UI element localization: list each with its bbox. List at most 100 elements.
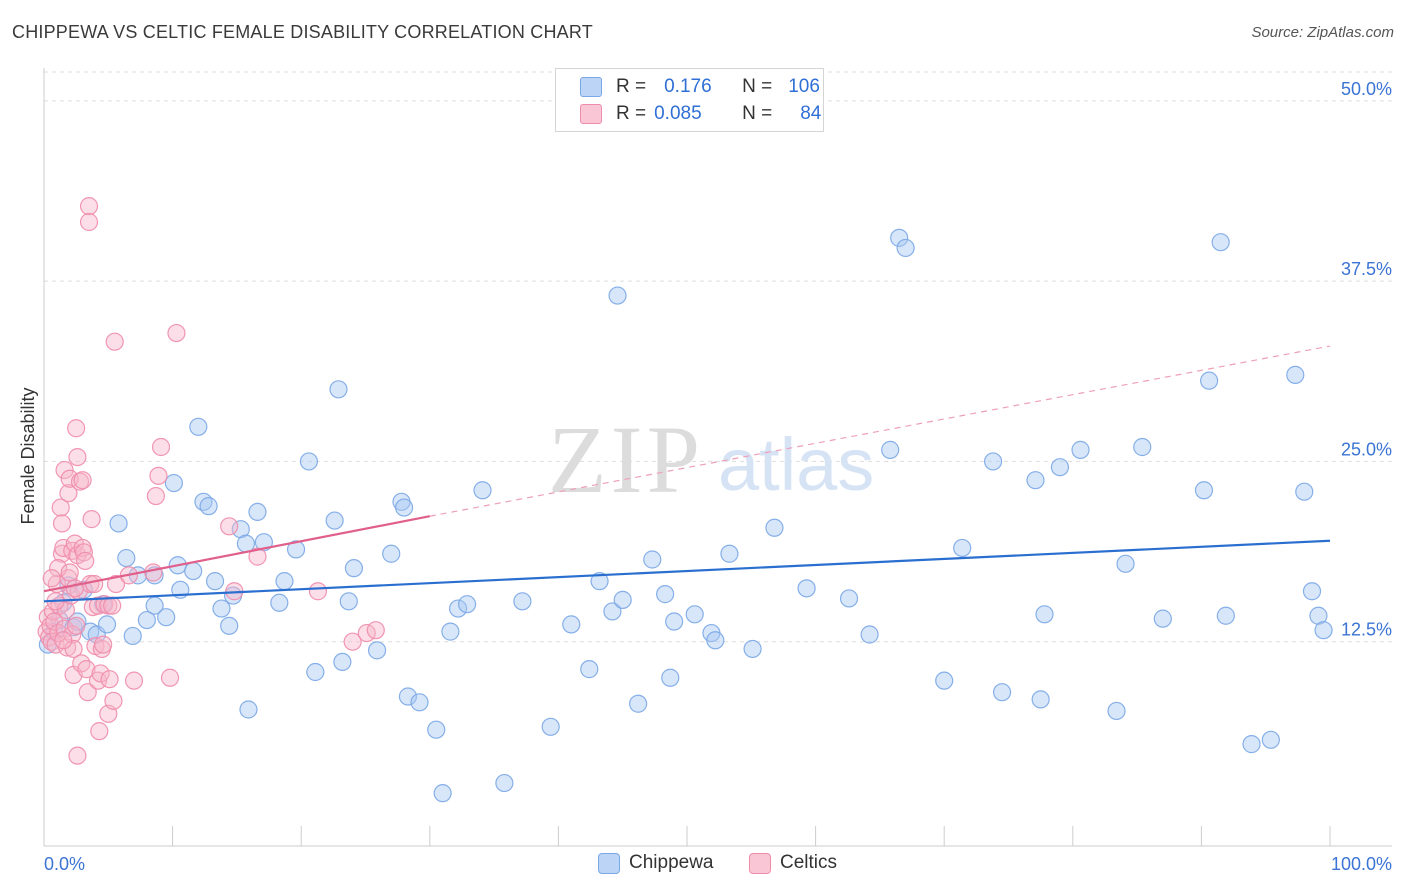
chippewa-point bbox=[1242, 735, 1261, 754]
chippewa-point bbox=[1050, 458, 1070, 477]
x-tick-label-min: 0.0% bbox=[44, 854, 85, 874]
chippewa-point bbox=[1026, 471, 1045, 490]
chippewa-point bbox=[1107, 701, 1126, 721]
celtics-point bbox=[51, 498, 70, 517]
chippewa-point bbox=[109, 514, 128, 533]
chippewa-point bbox=[603, 602, 622, 621]
chippewa-trend-line bbox=[43, 539, 1331, 603]
chippewa-points bbox=[38, 228, 1333, 803]
celtics-point bbox=[146, 486, 165, 506]
chippewa-point bbox=[410, 693, 429, 712]
celtics-point bbox=[59, 484, 78, 503]
celtics-point bbox=[144, 563, 163, 582]
celtics-swatch bbox=[580, 104, 602, 124]
chippewa-point bbox=[275, 572, 294, 591]
chippewa-point bbox=[117, 548, 136, 568]
chippewa-point bbox=[1133, 437, 1152, 457]
celtics-point bbox=[106, 574, 126, 594]
chippewa-point bbox=[685, 605, 704, 624]
chippewa-point bbox=[306, 662, 325, 682]
celtics-point bbox=[79, 212, 99, 232]
celtics-point bbox=[78, 683, 97, 702]
celtics-point bbox=[104, 691, 123, 710]
chippewa-point bbox=[629, 694, 648, 713]
chippewa-point bbox=[270, 593, 289, 612]
watermark: ZIP atlas bbox=[548, 406, 874, 513]
chippewa-point bbox=[665, 612, 684, 631]
celtics-point bbox=[88, 671, 108, 690]
chippewa-point bbox=[541, 717, 560, 736]
chippewa-point bbox=[137, 610, 156, 630]
watermark-atlas: atlas bbox=[718, 423, 874, 506]
celtics-point bbox=[103, 596, 122, 615]
celtics-legend-swatch bbox=[749, 852, 771, 874]
chippewa-point bbox=[608, 286, 627, 305]
chippewa-point bbox=[743, 639, 762, 659]
celtics-point bbox=[55, 460, 74, 480]
chippewa-point bbox=[860, 625, 879, 644]
legend-n-value: 84 bbox=[800, 103, 822, 124]
chippewa-point bbox=[765, 518, 784, 537]
chippewa-point bbox=[1295, 482, 1314, 501]
chippewa-point bbox=[1035, 605, 1054, 624]
bottom-legend-celtics: Celtics bbox=[749, 852, 837, 874]
chippewa-point bbox=[1314, 621, 1333, 640]
celtics-point bbox=[343, 632, 362, 651]
chippewa-point bbox=[299, 452, 319, 471]
celtics-point bbox=[65, 579, 84, 598]
chippewa-point bbox=[164, 473, 183, 493]
celtics-point bbox=[99, 596, 118, 615]
celtics-point bbox=[54, 631, 73, 650]
chippewa-point bbox=[231, 520, 250, 539]
chippewa-point bbox=[157, 608, 176, 627]
celtics-point bbox=[85, 574, 104, 594]
chippewa-point bbox=[1286, 365, 1305, 384]
chart-title: CHIPPEWA VS CELTIC FEMALE DISABILITY COR… bbox=[12, 22, 593, 42]
celtics-point bbox=[220, 517, 239, 536]
celtics-point bbox=[94, 635, 113, 654]
celtics-point bbox=[77, 660, 96, 679]
legend-r-value: 0.085 bbox=[654, 103, 702, 124]
chippewa-point bbox=[427, 720, 446, 739]
chippewa-point bbox=[329, 380, 348, 399]
y-tick-labels: 12.5% 25.0% 37.5% 50.0% bbox=[1341, 79, 1392, 640]
chippewa-point bbox=[1153, 609, 1172, 628]
chippewa-legend-swatch bbox=[598, 852, 620, 874]
chippewa-point bbox=[189, 417, 208, 436]
watermark-zip: ZIP bbox=[548, 406, 704, 513]
chippewa-point bbox=[656, 585, 675, 604]
celtics-points bbox=[37, 197, 385, 765]
celtics-trend-extension bbox=[429, 345, 1331, 517]
x-tick-labels: 0.0% 100.0% bbox=[44, 854, 1392, 874]
chippewa-point bbox=[661, 668, 680, 687]
x-tick-label-max: 100.0% bbox=[1331, 854, 1392, 874]
chippewa-point bbox=[433, 784, 452, 803]
chippewa-point bbox=[123, 626, 142, 646]
celtics-point bbox=[160, 668, 180, 687]
chippewa-point bbox=[382, 544, 401, 563]
chippewa-point bbox=[473, 481, 492, 500]
chippewa-point bbox=[367, 641, 387, 660]
chippewa-point bbox=[184, 561, 203, 581]
chippewa-point bbox=[448, 599, 468, 618]
celtics-point bbox=[105, 332, 124, 351]
chippewa-point bbox=[248, 502, 267, 522]
celtics-point bbox=[308, 582, 328, 601]
celtics-point bbox=[88, 596, 108, 615]
chippewa-point bbox=[1071, 440, 1090, 459]
chippewa-point bbox=[896, 238, 915, 258]
chippewa-point bbox=[97, 615, 117, 634]
chippewa-point bbox=[1216, 606, 1235, 625]
chippewa-point bbox=[720, 544, 739, 563]
celtics-point bbox=[52, 544, 72, 563]
chippewa-point bbox=[580, 660, 599, 679]
celtics-point bbox=[68, 447, 87, 467]
celtics-point bbox=[52, 514, 72, 533]
celtics-point bbox=[63, 625, 82, 644]
celtics-point bbox=[90, 722, 109, 741]
celtics-legend-label: Celtics bbox=[780, 852, 838, 873]
legend-n-label: N = bbox=[742, 76, 773, 97]
chippewa-point bbox=[212, 599, 231, 618]
chippewa-point bbox=[562, 615, 581, 634]
